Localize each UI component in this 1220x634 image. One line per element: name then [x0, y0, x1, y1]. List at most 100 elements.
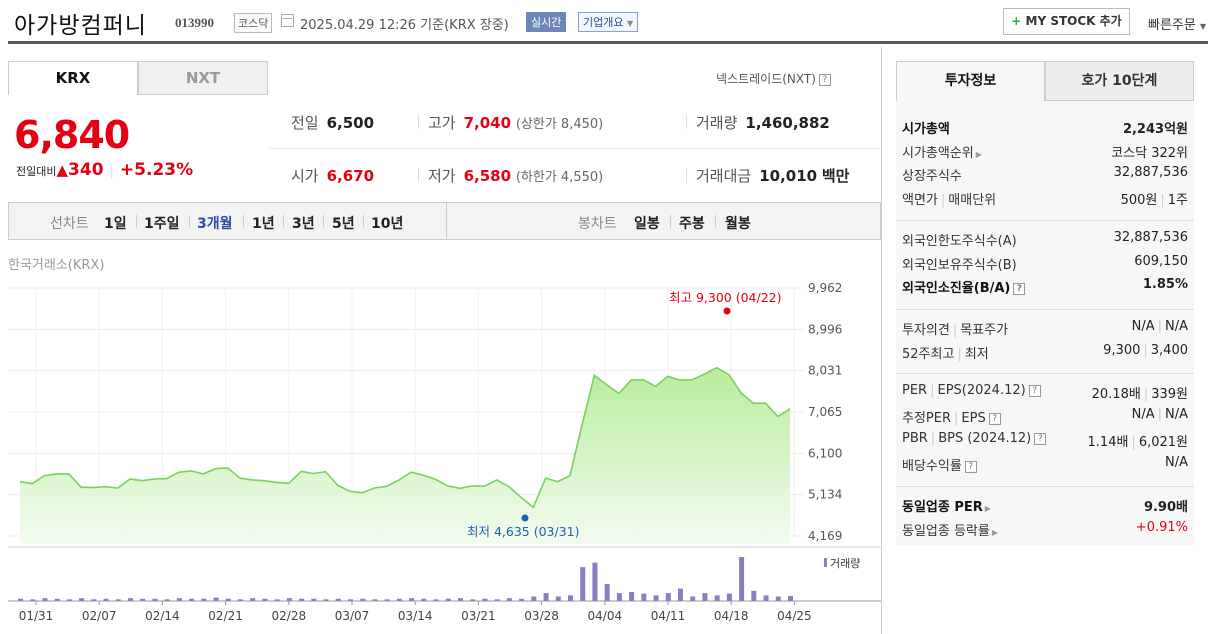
info-label[interactable]: 동일업종 등락률 ▶ [902, 524, 999, 539]
x-tick-label: 04/18 [714, 609, 749, 623]
market-tabs: KRX NXT [8, 61, 268, 95]
info-row: PBR | BPS (2024.12)? 1.14배 | 6,021원 [902, 431, 1188, 451]
volume-bar [458, 598, 463, 601]
realtime-badge[interactable]: 실시간 [526, 12, 567, 32]
volume-bar [128, 598, 133, 601]
tab-quote-10[interactable]: 호가 10단계 [1045, 61, 1194, 101]
exchange-label: 한국거래소(KRX) [8, 258, 105, 273]
volume-bar [494, 599, 500, 601]
volume-bar [788, 595, 793, 601]
info-value: 2,243억원 [1122, 122, 1188, 137]
info-label: 액면가 | 매매단위 [902, 192, 997, 208]
info-value: N/A | N/A [1131, 407, 1188, 422]
candle-monthly[interactable]: 월봉 [725, 216, 751, 232]
stat-amount: 거래대금 10,010 백만 [696, 167, 850, 185]
volume-bar [152, 598, 158, 601]
change-percent: +5.23% [119, 160, 194, 180]
info-divider [896, 486, 1194, 487]
help-icon[interactable]: ? [1013, 282, 1026, 295]
info-value: +0.91% [1135, 520, 1188, 535]
volume-bar [286, 598, 292, 601]
volume-bar [396, 598, 402, 601]
y-tick-label: 7,065 [808, 405, 842, 419]
info-label: PER | EPS(2024.12)? [902, 383, 1041, 398]
info-label: PBR | BPS (2024.12)? [902, 431, 1047, 446]
info-row: 시가총액순위 ▶ 코스닥 322위 [902, 142, 1188, 162]
volume-bar [189, 598, 195, 601]
stock-header: 아가방컴퍼니 013990 코스닥 2025.04.29 12:26 기준(KR… [8, 0, 1208, 44]
volume-bar [238, 599, 243, 601]
quick-order-dropdown[interactable]: 빠른주문 ▼ [1148, 18, 1207, 33]
volume-bar [531, 596, 537, 601]
info-label: 52주최고 | 최저 [902, 346, 989, 362]
info-row: 추정PER | EPS? N/A | N/A [902, 407, 1188, 427]
volume-bar [66, 599, 72, 601]
y-tick-label: 5,134 [808, 488, 842, 502]
info-value: 500원 | 1주 [1120, 192, 1188, 208]
candle-weekly[interactable]: 주봉 [679, 216, 705, 232]
help-icon[interactable]: ? [964, 460, 977, 473]
info-row: PER | EPS(2024.12)? 20.18배 | 339원 [902, 383, 1188, 403]
help-icon[interactable]: ? [988, 412, 1001, 425]
help-icon[interactable]: ? [1034, 432, 1047, 445]
tab-nxt[interactable]: NXT [138, 61, 268, 95]
info-label: 외국인보유주식수(B) [902, 257, 1017, 273]
info-divider [896, 309, 1194, 310]
x-tick-label: 04/25 [777, 609, 812, 623]
right-tabs: 투자정보 호가 10단계 [896, 61, 1194, 101]
volume-bar [665, 593, 671, 601]
stock-name: 아가방컴퍼니 [14, 13, 147, 39]
volume-bar [348, 599, 353, 601]
volume-bar [30, 599, 36, 601]
info-row: 액면가 | 매매단위 500원 | 1주 [902, 189, 1188, 209]
info-label[interactable]: 동일업종 PER ▶ [902, 500, 991, 515]
period-3m[interactable]: 3개월 [197, 216, 233, 232]
volume-bar [176, 598, 182, 601]
volume-bar [250, 598, 256, 601]
volume-bar [91, 599, 97, 601]
period-1w[interactable]: 1주일 [144, 216, 180, 232]
volume-bar [604, 584, 610, 601]
tab-investment-info[interactable]: 투자정보 [896, 61, 1045, 101]
volume-bar [42, 598, 48, 601]
investment-info-panel [896, 101, 1194, 545]
help-icon[interactable]: ? [818, 73, 831, 86]
info-row: 동일업종 등락률 ▶ +0.91% [902, 520, 1188, 540]
info-value: 1.85% [1142, 277, 1188, 292]
add-mystock-button[interactable]: + MY STOCK 추가 [1003, 8, 1130, 35]
tab-krx[interactable]: KRX [8, 61, 138, 95]
volume-bar [506, 598, 512, 601]
help-icon[interactable]: ? [1028, 384, 1041, 397]
period-5y[interactable]: 5년 [332, 216, 355, 232]
info-row: 상장주식수 32,887,536 [902, 165, 1188, 185]
info-value: 32,887,536 [1113, 165, 1188, 180]
volume-bar [445, 598, 451, 601]
max-point [723, 307, 731, 315]
volume-bar [299, 598, 305, 601]
y-tick-label: 8,996 [808, 322, 842, 336]
period-10y[interactable]: 10년 [371, 216, 404, 232]
x-tick-label: 03/14 [398, 609, 433, 623]
period-1d[interactable]: 1일 [104, 216, 127, 232]
volume-bar [140, 598, 146, 601]
price-chart[interactable]: 9,962 8,996 8,031 7,065 6,100 5,134 4,169 최고 9,… [0, 0, 881, 634]
volume-bar [482, 598, 488, 601]
volume-bar [714, 595, 720, 601]
x-tick-label: 01/31 [19, 609, 54, 623]
volume-bar [470, 599, 476, 601]
x-tick-label: 02/28 [272, 609, 307, 623]
period-1y[interactable]: 1년 [252, 216, 275, 232]
nxt-link[interactable]: 넥스트레이드(NXT)? [716, 70, 831, 87]
price-change: 전일대비▲340 | +5.23% [16, 160, 194, 180]
info-divider [896, 373, 1194, 374]
min-label: 최저 4,635 (03/31) [467, 524, 580, 539]
current-price: 6,840 [14, 113, 130, 157]
y-tick-label: 9,962 [808, 281, 842, 295]
candle-daily[interactable]: 일봉 [634, 216, 660, 232]
period-3y[interactable]: 3년 [292, 216, 315, 232]
volume-bar [384, 599, 390, 601]
company-info-dropdown[interactable]: 기업개요 ▼ [578, 12, 639, 32]
volume-bar [421, 598, 427, 601]
info-label[interactable]: 시가총액순위 ▶ [902, 145, 982, 161]
up-triangle-icon: ▲ [56, 161, 69, 179]
